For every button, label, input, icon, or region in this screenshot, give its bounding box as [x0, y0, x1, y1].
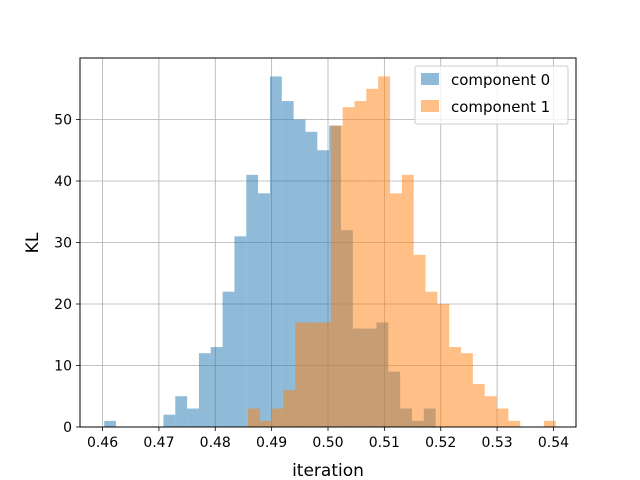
x-axis-label: iteration [292, 461, 364, 480]
histogram-bar-component-0 [281, 101, 294, 428]
histogram-bar-component-1 [425, 291, 438, 427]
histogram-bar-component-0 [269, 76, 282, 427]
histogram-bar-component-0 [222, 291, 235, 427]
histogram-bar-component-0 [187, 408, 199, 427]
histogram-bar-component-1 [307, 322, 319, 427]
x-tick-label: 0.50 [312, 435, 343, 451]
histogram-bar-component-0 [293, 119, 306, 427]
histogram-bar-component-1 [543, 420, 556, 427]
histogram-bar-component-1 [437, 304, 450, 427]
histogram-bar-component-0 [104, 420, 117, 427]
x-tick-label: 0.51 [369, 435, 400, 451]
x-tick-label: 0.53 [482, 435, 513, 451]
histogram-bar-component-0 [175, 396, 188, 427]
legend-box [414, 65, 569, 125]
legend-swatch-component-0 [421, 73, 439, 85]
histogram-bar-component-1 [295, 322, 308, 427]
histogram-bar-component-1 [247, 408, 260, 427]
histogram-bar-component-1 [259, 420, 272, 427]
histogram-bar-component-1 [461, 353, 473, 427]
histogram-bar-component-0 [234, 236, 247, 427]
x-tick-label: 0.52 [425, 435, 456, 451]
histogram-bar-component-1 [496, 408, 509, 427]
histogram-bar-component-0 [163, 414, 176, 427]
y-tick-label: 20 [54, 297, 72, 313]
histogram-bar-component-1 [401, 174, 414, 427]
histogram-bar-component-0 [258, 193, 270, 427]
histogram-bar-component-1 [508, 420, 521, 427]
histogram-bar-component-1 [472, 383, 485, 427]
histogram-bar-component-1 [366, 88, 379, 427]
histogram-bar-component-1 [318, 322, 331, 427]
histogram-bar-component-1 [378, 76, 390, 427]
histogram-bar-component-1 [342, 107, 355, 427]
y-ticks: 0 10 20 30 40 50 [54, 113, 80, 436]
histogram-bar-component-1 [413, 254, 426, 427]
x-tick-label: 0.54 [538, 435, 569, 451]
x-ticks: 0.46 0.47 0.48 0.49 0.50 0.51 0.52 0.53 0.54 [87, 427, 569, 451]
histogram-bar-component-0 [305, 131, 318, 428]
histogram-bar-component-1 [484, 396, 497, 427]
x-tick-label: 0.48 [200, 435, 231, 451]
histogram-bar-component-0 [198, 353, 211, 427]
histogram-bar-component-1 [449, 347, 462, 427]
histogram-bar-component-0 [210, 347, 223, 427]
histogram-bar-component-1 [354, 101, 367, 428]
histogram-bar-component-1 [390, 193, 402, 427]
bars [104, 76, 556, 428]
legend: component 0 component 1 [414, 65, 569, 125]
legend-swatch-component-1 [421, 100, 439, 112]
y-tick-label: 50 [54, 113, 72, 129]
x-tick-label: 0.49 [256, 435, 287, 451]
histogram-bar-component-1 [330, 125, 343, 428]
y-tick-label: 30 [54, 236, 72, 252]
legend-label-component-0: component 0 [451, 71, 550, 89]
y-tick-label: 40 [54, 174, 72, 190]
histogram-bar-component-1 [271, 408, 284, 427]
histogram-bar-component-0 [317, 150, 330, 427]
y-axis-label: KL [23, 232, 43, 253]
y-tick-label: 0 [63, 420, 72, 436]
legend-label-component-1: component 1 [451, 98, 550, 116]
x-tick-label: 0.46 [87, 435, 118, 451]
histogram-bar-component-1 [283, 390, 296, 427]
x-tick-label: 0.47 [143, 435, 174, 451]
histogram-bar-component-0 [246, 174, 259, 427]
y-tick-label: 10 [54, 359, 72, 375]
